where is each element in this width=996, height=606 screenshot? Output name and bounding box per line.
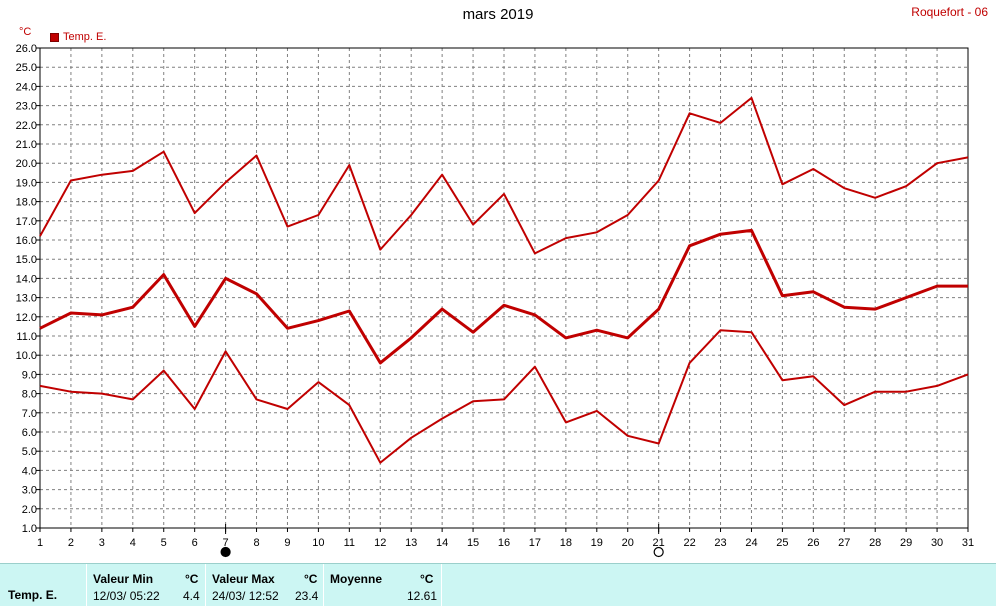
x-tick-label: 22 xyxy=(683,537,695,549)
min-value: 4.4 xyxy=(183,589,200,603)
legend: Temp. E. xyxy=(50,31,106,43)
max-unit: °C xyxy=(304,572,318,586)
mean-value: 12.61 xyxy=(407,589,438,603)
series-line-min xyxy=(39,329,969,464)
x-tick-label: 1 xyxy=(37,537,43,549)
y-tick-label: 25.0 xyxy=(16,62,37,74)
station-label: Roquefort - 06 xyxy=(911,5,988,19)
x-tick-label: 29 xyxy=(900,537,912,549)
min-unit: °C xyxy=(185,572,199,586)
x-tick-label: 3 xyxy=(99,537,105,549)
x-tick-label: 31 xyxy=(962,537,974,549)
chart-title: mars 2019 xyxy=(462,6,534,23)
x-tick-label: 11 xyxy=(344,537,355,549)
mean-unit: °C xyxy=(420,572,434,586)
y-tick-label: 6.0 xyxy=(22,427,37,439)
stats-panel: Temp. E. Valeur Min °C 12/03/ 05:22 4.4 … xyxy=(0,563,996,606)
max-header: Valeur Max xyxy=(212,572,275,586)
min-date: 12/03/ 05:22 xyxy=(93,589,160,603)
y-tick-label: 18.0 xyxy=(16,197,37,209)
y-tick-label: 19.0 xyxy=(16,177,37,189)
new-moon-icon xyxy=(220,546,231,558)
temperature-chart: 1.0 2.0 3.0 4.0 5.0 6.0 7.0 8.0 9.0 10.0 11.0 12.0 1… xyxy=(16,43,974,558)
x-tick-label: 16 xyxy=(498,537,510,549)
x-tick-label: 7 xyxy=(223,537,229,549)
x-tick-label: 23 xyxy=(714,537,726,549)
x-tick-label: 19 xyxy=(591,537,603,549)
mean-header: Moyenne xyxy=(330,572,383,586)
x-tick-label: 28 xyxy=(869,537,881,549)
y-tick-label: 1.0 xyxy=(22,523,37,535)
x-tick-label: 17 xyxy=(529,537,541,549)
y-tick-label: 17.0 xyxy=(16,216,37,228)
min-header: Valeur Min xyxy=(93,572,154,586)
y-tick-label: 11.0 xyxy=(16,331,37,343)
x-tick-label: 4 xyxy=(130,537,136,549)
x-tick-label: 14 xyxy=(436,537,448,549)
x-tick-label: 13 xyxy=(405,537,417,549)
y-tick-label: 12.0 xyxy=(16,312,37,324)
y-tick-label: 7.0 xyxy=(22,408,37,420)
x-tick-label: 25 xyxy=(776,537,788,549)
x-tick-label: 2 xyxy=(68,537,74,549)
series-line-mean xyxy=(39,228,968,365)
x-tick-label: 9 xyxy=(284,537,290,549)
y-tick-label: 24.0 xyxy=(16,81,37,93)
x-tick-label: 24 xyxy=(745,537,757,549)
x-tick-label: 21 xyxy=(653,537,665,549)
stats-series-label: Temp. E. xyxy=(8,588,58,602)
legend-swatch xyxy=(50,32,59,42)
y-tick-label: 23.0 xyxy=(16,101,37,113)
y-tick-label: 21.0 xyxy=(16,139,37,151)
full-moon-icon xyxy=(653,546,664,558)
x-tick-label: 27 xyxy=(838,537,850,549)
stats-mean-cell: Moyenne °C 12.61 xyxy=(324,564,442,606)
y-tick-label: 16.0 xyxy=(16,235,37,247)
max-value: 23.4 xyxy=(295,589,319,603)
x-tick-label: 5 xyxy=(161,537,167,549)
y-tick-label: 22.0 xyxy=(16,120,37,132)
y-tick-label: 5.0 xyxy=(22,446,37,458)
y-axis-unit: °C xyxy=(19,26,32,38)
x-tick-label: 20 xyxy=(622,537,634,549)
y-tick-label: 14.0 xyxy=(16,273,37,285)
stats-max-cell: Valeur Max °C 24/03/ 12:52 23.4 xyxy=(206,564,324,606)
y-tick-label: 4.0 xyxy=(22,465,37,477)
x-tick-label: 8 xyxy=(253,537,259,549)
x-tick-label: 15 xyxy=(467,537,479,549)
legend-label: Temp. E. xyxy=(63,31,107,43)
stats-min-cell: Valeur Min °C 12/03/ 05:22 4.4 xyxy=(87,564,206,606)
x-tick-label: 30 xyxy=(931,537,943,549)
plot-frame xyxy=(39,47,969,529)
y-tick-label: 2.0 xyxy=(22,504,37,516)
series-line-max xyxy=(39,96,969,255)
y-tick-label: 8.0 xyxy=(22,389,37,401)
y-tick-label: 3.0 xyxy=(22,485,37,497)
y-tick-label: 26.0 xyxy=(16,43,37,55)
y-tick-label: 13.0 xyxy=(16,293,37,305)
x-tick-label: 26 xyxy=(807,537,819,549)
y-tick-label: 15.0 xyxy=(16,254,37,266)
x-tick-label: 12 xyxy=(374,537,386,549)
stats-series-cell: Temp. E. xyxy=(0,564,87,606)
y-tick-label: 9.0 xyxy=(22,369,37,381)
y-tick-label: 20.0 xyxy=(16,158,37,170)
x-tick-label: 10 xyxy=(312,537,324,549)
x-tick-label: 18 xyxy=(560,537,572,549)
x-tick-label: 6 xyxy=(192,537,198,549)
y-tick-label: 10.0 xyxy=(16,350,37,362)
max-date: 24/03/ 12:52 xyxy=(212,589,279,603)
